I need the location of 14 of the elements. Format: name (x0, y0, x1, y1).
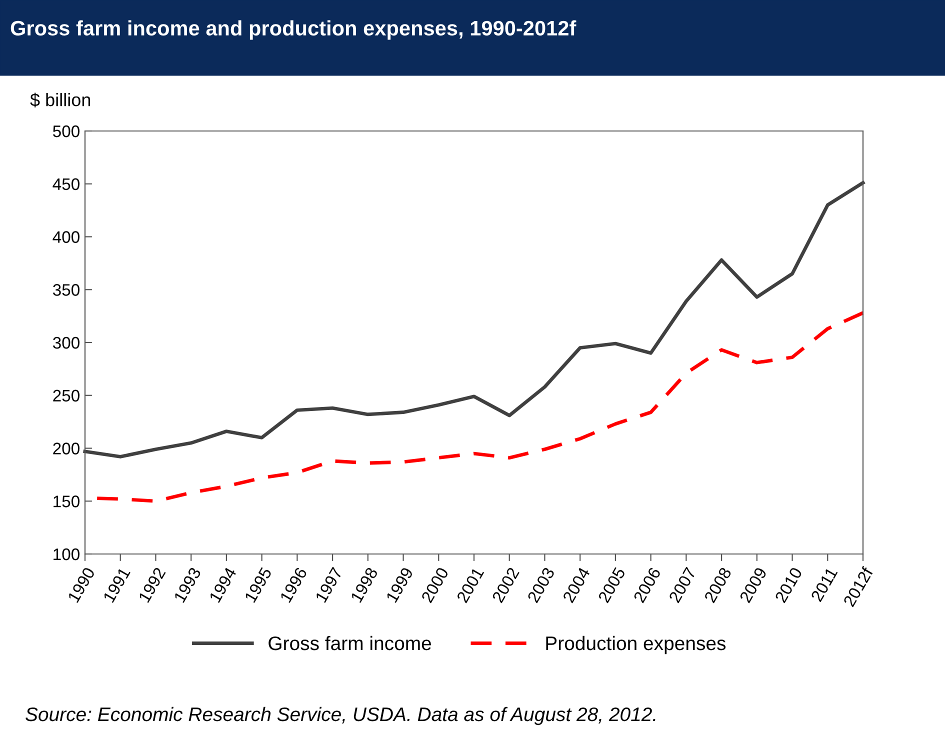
y-tick-label: 400 (52, 231, 80, 243)
y-tick-label: 350 (52, 284, 80, 296)
y-tick-label: 500 (53, 125, 80, 138)
y-tick-label: 150 (54, 496, 80, 508)
legend-label: Gross farm income (268, 636, 432, 650)
y-tick-label: 300 (52, 336, 80, 349)
chart-title: Gross farm income and production expenses, 1990-2012f (10, 20, 576, 40)
source-note: Source: Economic Research Service, USDA. Data as of August 28, 2012. (26, 706, 656, 726)
legend-label: Production expenses (546, 636, 726, 654)
y-tick-label: 100 (54, 548, 80, 560)
y-tick-label: 250 (53, 390, 80, 402)
y-tick-label: 450 (52, 178, 80, 190)
y-axis-title: $ billion (30, 92, 90, 108)
y-tick-label: 200 (53, 442, 80, 454)
